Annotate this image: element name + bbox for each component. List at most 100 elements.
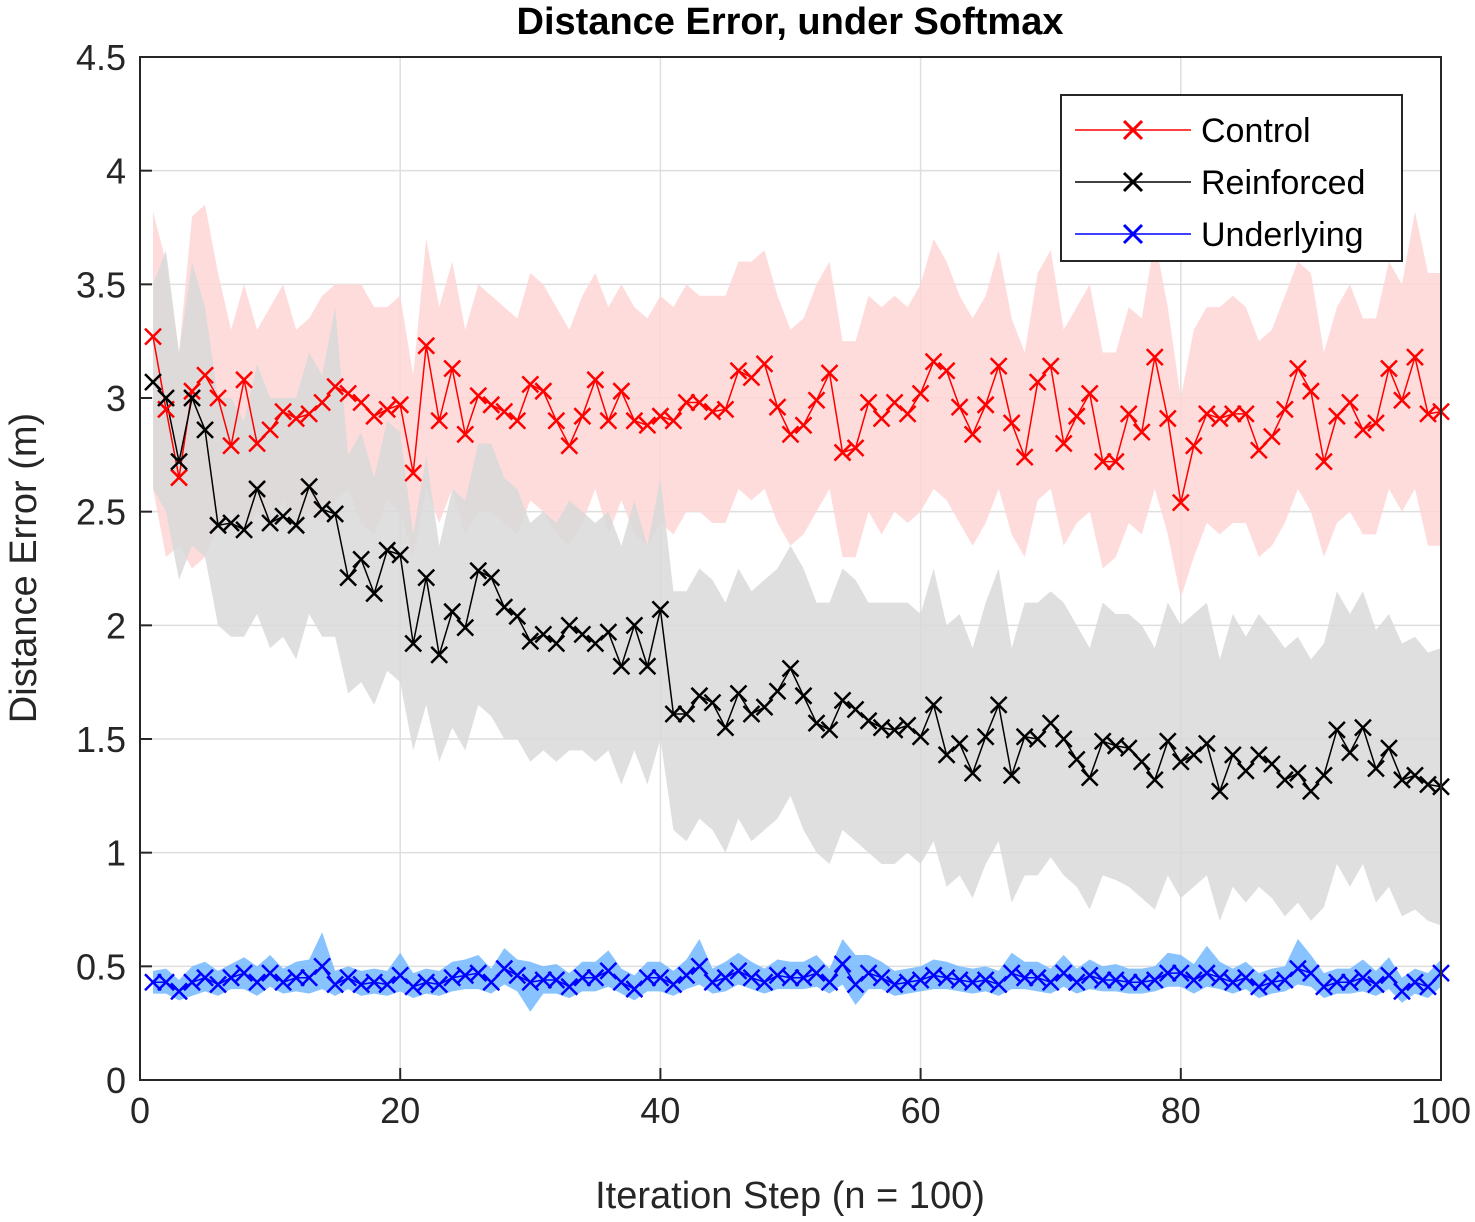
reinforced-marker [1406, 766, 1424, 785]
reinforced-band [153, 250, 1441, 926]
underlying-marker [703, 973, 722, 992]
underlying-marker [1236, 968, 1255, 987]
reinforced-marker [1275, 771, 1294, 789]
control-marker [1289, 359, 1307, 378]
control-marker [599, 411, 618, 430]
reinforced-marker [547, 634, 566, 653]
control-marker [833, 443, 852, 462]
reinforced-marker [248, 480, 266, 498]
reinforced-marker [976, 727, 995, 746]
control-marker [820, 364, 839, 382]
control-marker [196, 366, 214, 385]
underlying-marker [1249, 977, 1268, 996]
control-marker [417, 336, 436, 355]
reinforced-marker [768, 682, 787, 701]
underlying-marker [1354, 968, 1372, 987]
control-marker [1171, 493, 1190, 512]
reinforced-marker [1393, 771, 1411, 789]
control-marker [235, 370, 253, 389]
reinforced-marker [950, 734, 969, 753]
control-marker [183, 382, 201, 401]
control-marker [521, 375, 540, 394]
reinforced-marker [469, 561, 488, 580]
reinforced-marker [1210, 782, 1229, 801]
underlying-marker [1158, 964, 1177, 983]
y-tick-label: 0 [106, 1060, 126, 1101]
underlying-marker [794, 968, 813, 987]
underlying-marker [1093, 971, 1112, 989]
reinforced-marker [274, 507, 292, 526]
underlying-marker [638, 968, 657, 987]
underlying-marker [1067, 973, 1086, 992]
underlying-marker [1145, 971, 1164, 989]
reinforced-marker [1380, 739, 1398, 757]
underlying-marker [196, 968, 214, 987]
control-marker [495, 402, 514, 421]
control-marker [976, 395, 995, 414]
reinforced-marker [1289, 764, 1307, 782]
underlying-marker [1002, 964, 1021, 983]
underlying-marker [677, 966, 696, 985]
reinforced-marker [196, 420, 214, 439]
control-marker [1380, 359, 1398, 378]
control-marker [1067, 407, 1086, 426]
reinforced-marker [911, 727, 930, 746]
underlying-marker [534, 971, 553, 989]
reinforced-marker [1341, 743, 1359, 762]
control-marker [1054, 434, 1073, 453]
reinforced-marker [651, 600, 670, 619]
control-marker [1262, 427, 1281, 446]
y-tick-label: 1.5 [76, 719, 126, 760]
control-marker [872, 409, 891, 428]
control-marker [430, 411, 449, 430]
x-tick-label: 60 [901, 1090, 941, 1131]
legend-label-underlying: Underlying [1201, 216, 1364, 254]
reinforced-marker [495, 598, 514, 617]
reinforced-marker [924, 696, 943, 714]
control-marker [1275, 400, 1294, 419]
underlying-marker [1041, 973, 1060, 992]
reinforced-marker [1028, 730, 1047, 748]
underlying-marker [235, 964, 253, 983]
reinforced-marker [430, 646, 449, 664]
underlying-marker [1197, 964, 1216, 983]
control-marker [586, 370, 605, 389]
reinforced-marker [729, 684, 748, 703]
x-tick-label: 100 [1411, 1090, 1471, 1131]
reinforced-marker [625, 616, 644, 635]
legend-marker-control [1122, 119, 1144, 141]
reinforced-marker [638, 657, 657, 676]
underlying-marker [911, 971, 930, 989]
underlying-marker [313, 957, 332, 976]
reinforced-marker [1054, 730, 1073, 748]
control-marker [573, 407, 592, 426]
reinforced-marker [443, 602, 462, 621]
control-marker [989, 357, 1008, 376]
reinforced-marker [378, 541, 397, 560]
reinforced-marker [417, 568, 436, 587]
control-marker [326, 377, 345, 396]
legend-marker-underlying [1122, 223, 1144, 245]
reinforced-marker [794, 686, 813, 705]
underlying-marker [690, 957, 709, 976]
control-marker [404, 464, 423, 482]
reinforced-marker [690, 686, 709, 705]
reinforced-marker [1145, 771, 1164, 789]
control-marker [1315, 452, 1333, 471]
underlying-marker [1406, 973, 1424, 992]
control-marker [1119, 405, 1138, 423]
reinforced-marker [1223, 746, 1242, 764]
reinforced-marker [703, 693, 722, 712]
control-marker [638, 416, 657, 435]
underlying-marker [144, 973, 162, 992]
underlying-marker [729, 961, 748, 980]
control-marker [937, 361, 956, 380]
reinforced-marker [1041, 714, 1060, 732]
control-marker [482, 395, 501, 414]
control-marker [547, 411, 566, 430]
x-tick-label: 40 [640, 1090, 680, 1131]
control-marker [365, 407, 384, 426]
control-marker [1106, 452, 1125, 471]
reinforced-marker [1302, 782, 1320, 801]
